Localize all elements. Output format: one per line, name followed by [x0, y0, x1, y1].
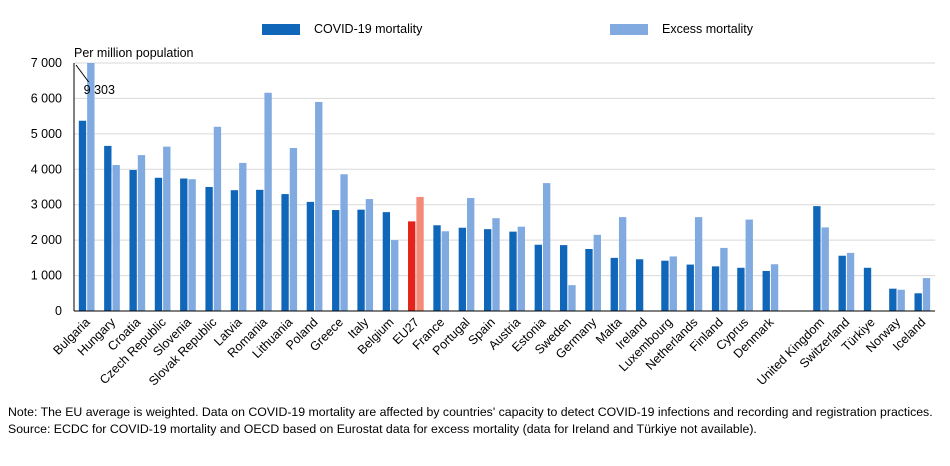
y-tick-label: 3 000: [31, 198, 62, 212]
bar-excess-italy: [365, 199, 374, 311]
axes: [73, 63, 935, 312]
bar-excess-switzerland: [846, 252, 855, 311]
chart-notes: Note: The EU average is weighted. Data o…: [8, 404, 943, 438]
bar-excess-czech-republic: [163, 146, 171, 311]
legend-label-covid: COVID-19 mortality: [314, 22, 423, 36]
bar-covid-luxembourg: [661, 260, 669, 311]
bar-covid-romania: [256, 189, 264, 311]
bar-covid-austria: [509, 231, 517, 311]
bar-excess-norway: [897, 289, 905, 311]
legend-item-covid: COVID-19 mortality: [262, 22, 422, 36]
bar-covid-greece: [332, 210, 340, 311]
bar-excess-bulgaria: [87, 63, 95, 311]
bar-excess-malta: [618, 217, 627, 311]
gridlines: [74, 62, 935, 277]
bar-excess-netherlands: [694, 217, 703, 311]
note-text: Note: The EU average is weighted. Data o…: [8, 405, 933, 419]
bar-excess-estonia: [542, 183, 551, 311]
y-tick-label: 2 000: [31, 233, 62, 247]
legend-label-excess: Excess mortality: [662, 22, 753, 36]
annotation-leader-line: [75, 64, 90, 83]
bar-covid-croatia: [129, 169, 137, 311]
annotation-label: 9 303: [84, 83, 115, 97]
bar-excess-slovenia: [188, 179, 196, 311]
unit-label: Per million population: [74, 46, 194, 60]
bar-covid-denmark: [762, 270, 770, 311]
bar-excess-hungary: [112, 165, 120, 311]
y-tick-label: 1 000: [31, 269, 62, 283]
bar-covid-lithuania: [281, 194, 289, 311]
bar-covid-bulgaria: [78, 120, 87, 312]
bar-covid-estonia: [534, 244, 542, 311]
bar-excess-denmark: [770, 264, 779, 311]
bar-covid-norway: [889, 288, 897, 311]
bar-covid-iceland: [914, 293, 922, 311]
legend-swatch-covid: [262, 23, 300, 35]
bar-excess-latvia: [239, 162, 247, 311]
bar-covid-united-kingdom: [813, 206, 821, 311]
bar-excess-eu27: [416, 196, 424, 311]
bar-excess-spain: [492, 218, 500, 311]
bar-covid-ireland: [635, 259, 644, 311]
bar-excess-france: [441, 231, 450, 311]
y-tick-label: 7 000: [31, 56, 62, 70]
y-tick-label: 4 000: [31, 162, 62, 176]
bar-excess-sweden: [568, 285, 576, 311]
bar-excess-iceland: [922, 278, 931, 311]
bar-excess-finland: [720, 247, 728, 311]
bar-covid-sweden: [559, 245, 568, 311]
bar-covid-spain: [483, 229, 492, 311]
bar-excess-poland: [315, 101, 323, 311]
bar-covid-italy: [357, 209, 365, 311]
legend-swatch-excess: [610, 23, 648, 35]
bar-covid-belgium: [382, 212, 391, 311]
bar-excess-belgium: [391, 240, 399, 311]
bar-covid-poland: [306, 201, 315, 311]
bar-excess-portugal: [467, 197, 475, 311]
bar-excess-germany: [593, 234, 601, 311]
bar-chart: 0 1 000 2 000 3 000 4 000 5 000 6 000 7 000 Bul…: [31, 46, 935, 389]
legend: COVID-19 mortality Excess mortality: [0, 22, 950, 42]
bar-covid-slovenia: [180, 178, 188, 311]
bar-excess-romania: [264, 92, 272, 311]
y-tick-label: 0: [55, 304, 62, 318]
bar-covid-malta: [610, 257, 618, 311]
annotations: 9 303: [75, 64, 115, 97]
bar-excess-lithuania: [289, 148, 298, 311]
bar-covid-czech-republic: [154, 177, 163, 311]
y-tick-label: 5 000: [31, 127, 62, 141]
bar-excess-croatia: [137, 155, 146, 311]
bar-covid-germany: [585, 249, 593, 311]
bar-covid-cyprus: [737, 267, 745, 311]
bar-excess-slovak-republic: [213, 126, 222, 312]
bar-covid-slovak-republic: [205, 187, 213, 311]
bar-covid-switzerland: [838, 255, 846, 311]
bar-covid-finland: [711, 266, 720, 311]
legend-item-excess: Excess mortality: [610, 22, 753, 36]
bar-excess-greece: [340, 174, 348, 311]
bar-covid-eu27: [408, 221, 416, 311]
bar-excess-austria: [517, 226, 526, 311]
bar-excess-luxembourg: [669, 256, 677, 311]
bar-covid-netherlands: [686, 264, 694, 311]
y-tick-labels: 0 1 000 2 000 3 000 4 000 5 000 6 000 7 000: [31, 56, 62, 318]
bar-covid-portugal: [458, 227, 467, 311]
bar-excess-cyprus: [745, 219, 753, 311]
bar-covid-t-rkiye: [863, 267, 872, 311]
source-text: Source: ECDC for COVID-19 mortality and …: [8, 422, 757, 436]
y-tick-label: 6 000: [31, 91, 62, 105]
bars: [78, 63, 931, 312]
bar-covid-france: [433, 225, 441, 311]
bar-covid-latvia: [230, 190, 239, 311]
bar-covid-hungary: [104, 145, 112, 311]
bar-excess-united-kingdom: [821, 227, 829, 311]
